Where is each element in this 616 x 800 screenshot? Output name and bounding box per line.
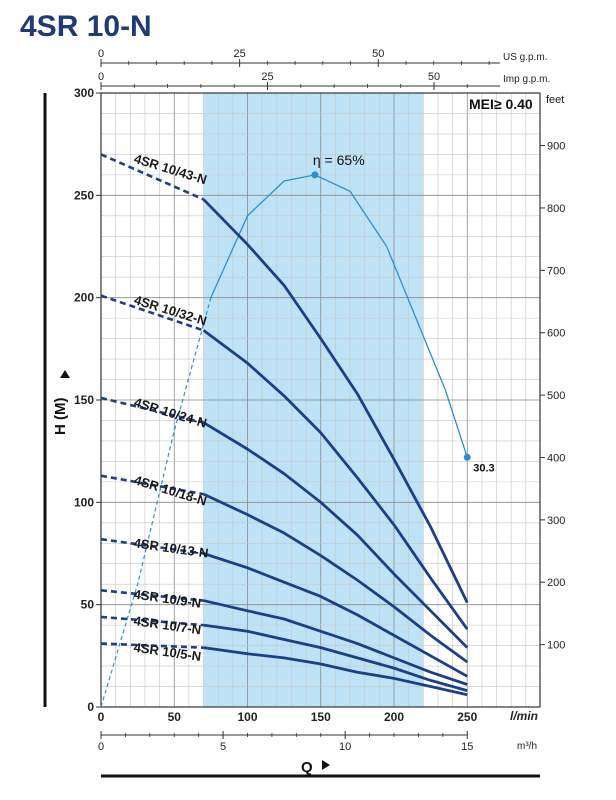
imp-gpm-tick-label: 50 [428, 71, 440, 83]
efficiency-peak-label: η = 65% [313, 152, 365, 168]
efficiency-peak-point [311, 171, 319, 179]
y-tick-label: 50 [81, 598, 95, 612]
chart-title: 4SR 10-N [20, 10, 152, 43]
efficiency-end-point [463, 453, 471, 461]
m3h-tick-label: 15 [461, 741, 473, 753]
curve-label: 4SR 10/9-N [133, 586, 202, 610]
curve-line [203, 646, 468, 697]
efficiency-curve-dashed [100, 297, 212, 708]
x-tick-label: 250 [457, 710, 477, 724]
curve-dashed-segment [100, 589, 204, 602]
curve-line [203, 552, 468, 678]
x-tick-label: 150 [311, 710, 331, 724]
curve-dashed-segment [100, 294, 204, 332]
curve-dashed-segment [100, 537, 204, 555]
curve-line [203, 623, 468, 692]
curve-label: 4SR 10/7-N [133, 613, 202, 637]
feet-tick-label: 500 [547, 390, 565, 402]
x-unit-label: l/min [510, 709, 538, 723]
y-tick-label: 100 [74, 495, 94, 509]
feet-tick-label: 400 [547, 452, 565, 464]
grid [101, 93, 540, 707]
us-gpm-tick-label: 0 [98, 48, 104, 60]
x-tick-label: 100 [237, 710, 257, 724]
curve-label: 4SR 10/18-N [132, 472, 208, 508]
feet-tick-label: 800 [547, 203, 565, 215]
feet-tick-label: 200 [547, 577, 565, 589]
curve-dashed-segment [100, 396, 204, 424]
curve-label: 4SR 10/5-N [133, 640, 202, 664]
curve-line [202, 329, 469, 631]
feet-tick-label: 900 [547, 141, 565, 153]
feet-tick-label: 300 [547, 515, 565, 527]
m3h-tick-label: 10 [339, 741, 351, 753]
x-tick-label: 200 [384, 710, 404, 724]
curve-label: 4SR 10/43-N [132, 151, 208, 187]
us-gpm-tick-label: 25 [234, 48, 246, 60]
m3h-tick-label: 5 [220, 741, 226, 753]
feet-unit-label: feet [546, 94, 564, 106]
curve-dashed-segment [100, 153, 205, 201]
y-tick-label: 300 [74, 86, 94, 100]
imp-gpm-tick-label: 0 [98, 71, 104, 83]
x-axis-arrow-icon [322, 760, 330, 770]
curve-line [202, 198, 469, 604]
m3h-unit: m³/h [517, 741, 537, 752]
feet-tick-label: 700 [547, 265, 565, 277]
feet-tick-label: 100 [547, 640, 565, 652]
y-axis-label: H (M) [52, 398, 69, 436]
imp-gpm-tick-label: 25 [261, 71, 273, 83]
curve-dashed-segment [100, 642, 204, 649]
x-axis-label: Q [301, 759, 313, 776]
y-tick-label: 200 [74, 291, 94, 305]
us-gpm-tick-label: 50 [372, 48, 384, 60]
y-axis-arrow-icon [60, 370, 70, 378]
mei-label: MEI≥ 0.40 [469, 96, 533, 112]
imp-gpm-unit: Imp g.p.m. [503, 74, 550, 85]
curve-dashed-segment [100, 615, 204, 627]
y-tick-label: 250 [74, 188, 94, 202]
efficiency-end-label: 30.3 [473, 462, 494, 474]
y-tick-label: 150 [74, 393, 94, 407]
efficiency-curve [210, 174, 468, 458]
feet-tick-label: 600 [547, 328, 565, 340]
curve-line [202, 492, 469, 664]
x-tick-label: 0 [98, 710, 105, 724]
m3h-tick-label: 0 [98, 741, 104, 753]
us-gpm-unit: US g.p.m. [503, 52, 547, 63]
curve-line [203, 599, 468, 686]
y-tick-label: 0 [87, 700, 94, 714]
curve-dashed-segment [100, 474, 204, 496]
curve-line [202, 421, 469, 649]
x-tick-label: 50 [168, 710, 182, 724]
